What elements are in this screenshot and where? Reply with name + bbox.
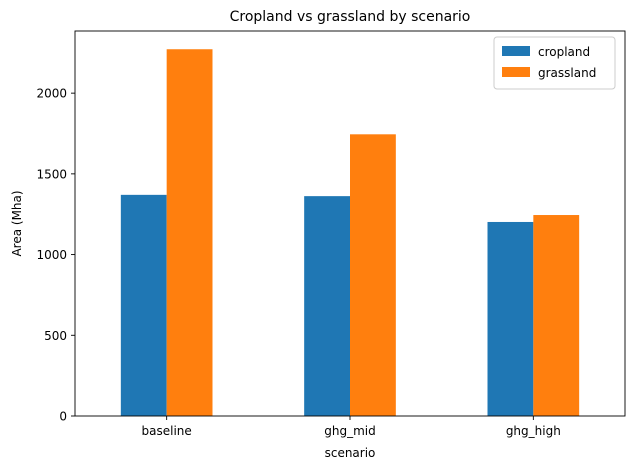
y-tick-label: 0 bbox=[59, 410, 67, 424]
bars-group bbox=[120, 49, 580, 417]
y-axis-label: Area (Mha) bbox=[10, 190, 24, 256]
bar-grassland-baseline bbox=[166, 49, 213, 417]
y-axis: 0 500 1000 1500 2000 bbox=[36, 87, 75, 424]
legend: cropland grassland bbox=[493, 36, 616, 90]
chart-title: Cropland vs grassland by scenario bbox=[230, 9, 471, 25]
y-tick-label: 1500 bbox=[36, 167, 67, 181]
y-tick-label: 2000 bbox=[36, 87, 67, 101]
x-tick-label: baseline bbox=[142, 424, 192, 438]
x-axis: baseline ghg_mid ghg_high bbox=[142, 416, 561, 438]
bar-grassland-ghg_mid bbox=[350, 134, 396, 416]
bar-cropland-baseline bbox=[120, 194, 167, 416]
legend-swatch-grassland bbox=[502, 67, 530, 77]
x-tick-label: ghg_mid bbox=[324, 424, 375, 438]
x-tick-label: ghg_high bbox=[506, 424, 561, 438]
bar-grassland-ghg_high bbox=[533, 215, 580, 416]
legend-swatch-cropland bbox=[502, 46, 530, 56]
y-tick-label: 500 bbox=[44, 329, 67, 343]
legend-label-grassland: grassland bbox=[538, 66, 596, 80]
legend-label-cropland: cropland bbox=[538, 45, 590, 59]
bar-cropland-ghg_mid bbox=[304, 196, 350, 416]
x-axis-label: scenario bbox=[325, 446, 376, 460]
bar-cropland-ghg_high bbox=[487, 221, 534, 416]
y-tick-label: 1000 bbox=[36, 248, 67, 262]
